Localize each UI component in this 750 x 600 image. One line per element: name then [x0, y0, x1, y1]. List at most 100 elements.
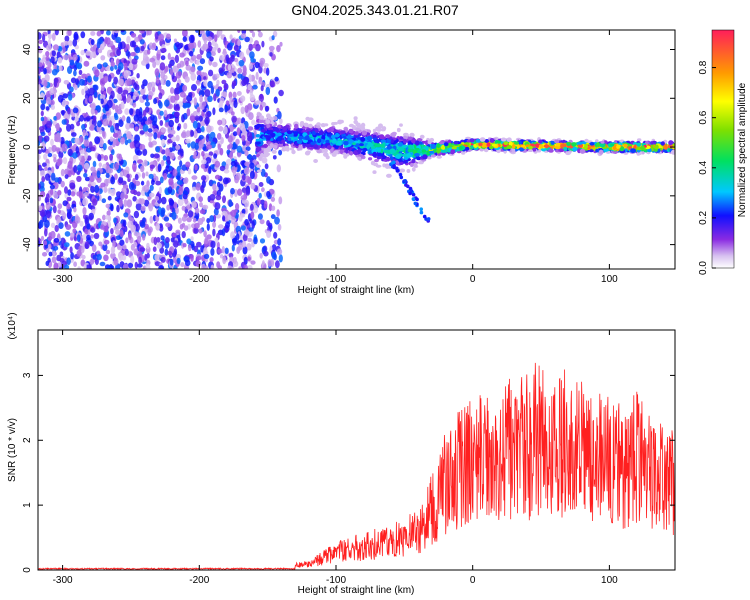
signal-point	[276, 136, 283, 142]
noise-point	[196, 127, 202, 134]
noise-point	[246, 131, 253, 139]
noise-point	[212, 107, 216, 116]
noise-point	[42, 162, 47, 167]
noise-point	[218, 183, 224, 192]
noise-point	[188, 34, 195, 44]
noise-point	[230, 111, 235, 116]
noise-point	[133, 114, 140, 122]
noise-point	[62, 212, 67, 220]
signal-point	[550, 140, 555, 145]
noise-point	[244, 36, 250, 43]
noise-point	[147, 128, 153, 133]
noise-point	[236, 246, 241, 254]
noise-point	[176, 257, 181, 265]
signal-point	[411, 167, 416, 172]
noise-point	[60, 243, 64, 249]
noise-point	[127, 139, 132, 144]
noise-point	[269, 52, 273, 57]
noise-point	[205, 157, 212, 164]
noise-point	[97, 120, 102, 128]
noise-point	[129, 123, 135, 129]
noise-point	[131, 58, 138, 65]
noise-point	[154, 31, 159, 40]
noise-point	[49, 197, 54, 204]
noise-point	[219, 165, 226, 172]
noise-point	[149, 184, 154, 191]
noise-point	[206, 36, 213, 42]
noise-point	[171, 211, 177, 220]
signal-point	[491, 143, 497, 147]
noise-point	[63, 80, 70, 85]
signal-point	[305, 116, 311, 121]
noise-point	[221, 63, 226, 72]
noise-point	[134, 84, 140, 91]
noise-point	[44, 228, 48, 237]
noise-point	[263, 250, 269, 257]
signal-point	[333, 150, 339, 155]
noise-point	[103, 254, 109, 262]
signal-point	[323, 148, 328, 153]
noise-point	[191, 84, 197, 91]
noise-point	[261, 187, 265, 193]
noise-point	[103, 155, 109, 161]
noise-point	[132, 162, 137, 172]
noise-point	[163, 172, 168, 180]
noise-point	[202, 204, 209, 210]
noise-point	[154, 253, 160, 261]
noise-point	[139, 247, 146, 253]
noise-point	[168, 63, 172, 68]
signal-point	[266, 123, 270, 129]
noise-point	[130, 255, 135, 264]
noise-point	[217, 224, 224, 229]
noise-point	[64, 264, 70, 269]
noise-point	[222, 195, 226, 204]
noise-point	[161, 196, 167, 205]
noise-point	[247, 153, 252, 161]
noise-point	[212, 61, 218, 68]
noise-point	[40, 235, 45, 241]
noise-point	[237, 151, 242, 158]
noise-point	[224, 104, 228, 113]
noise-point	[91, 181, 97, 187]
noise-point	[233, 57, 239, 63]
noise-point	[88, 87, 95, 96]
signal-point	[263, 150, 268, 154]
noise-point	[159, 110, 164, 116]
noise-point	[132, 102, 137, 108]
noise-point	[196, 59, 200, 66]
noise-point	[96, 170, 101, 179]
signal-point	[302, 129, 307, 133]
noise-point	[228, 252, 234, 258]
noise-point	[267, 222, 273, 228]
noise-point	[72, 107, 79, 114]
noise-point	[241, 134, 246, 142]
noise-point	[136, 73, 140, 79]
noise-point	[45, 106, 50, 111]
noise-point	[38, 183, 41, 190]
noise-point	[115, 36, 122, 44]
noise-point	[132, 95, 136, 100]
noise-point	[179, 160, 183, 168]
noise-point	[107, 74, 112, 83]
noise-point	[119, 229, 124, 238]
noise-point	[38, 47, 43, 54]
noise-point	[66, 257, 71, 266]
noise-point	[167, 52, 171, 60]
noise-point	[50, 56, 55, 64]
noise-point	[233, 99, 238, 109]
noise-point	[150, 153, 155, 159]
noise-point	[115, 235, 122, 240]
noise-point	[86, 234, 91, 241]
noise-point	[50, 104, 55, 110]
noise-point	[209, 56, 214, 62]
noise-point	[263, 264, 267, 269]
noise-point	[156, 242, 162, 249]
noise-point	[194, 164, 198, 171]
noise-point	[220, 137, 224, 144]
noise-point	[160, 209, 165, 217]
signal-point	[366, 135, 373, 141]
noise-point	[241, 79, 247, 86]
noise-point	[63, 54, 69, 61]
noise-point	[182, 243, 187, 248]
noise-point	[230, 187, 235, 195]
